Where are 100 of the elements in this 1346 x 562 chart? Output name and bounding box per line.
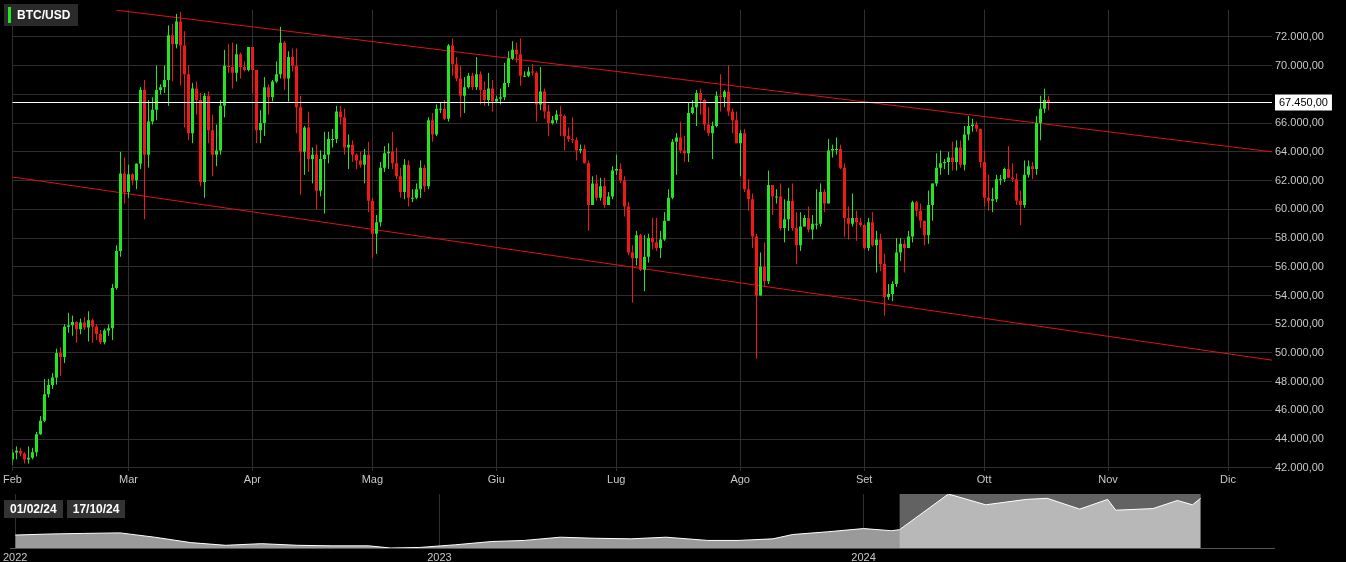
candlestick [987,174,990,212]
candlestick [419,159,422,199]
candlestick [875,230,878,274]
candlestick [683,135,686,163]
y-tick-label: 42.000,00 [1275,460,1324,473]
candlestick [287,50,290,103]
y-tick-label: 66.000,00 [1275,116,1324,129]
candlestick [239,52,242,80]
y-tick-label: 48.000,00 [1275,374,1324,387]
x-tick-label: Lug [607,473,626,486]
candlestick [519,37,522,87]
candlestick [395,147,398,180]
candlestick [739,129,742,177]
candlestick [391,131,394,170]
x-tick-label: Feb [2,473,22,486]
candlestick [351,139,354,163]
candlestick [455,56,458,82]
candlestick [503,62,506,101]
candlestick [347,134,350,170]
candlestick [651,217,654,251]
candlestick [763,241,766,288]
candlestick [75,320,78,344]
candlestick [655,217,658,252]
candlestick [747,178,750,212]
candlestick [707,106,710,137]
candlestick [323,131,326,215]
candlestick [823,188,826,213]
annotation: 01/02/24 [4,500,63,518]
candlestick [795,211,798,265]
candlestick [235,43,238,82]
candlestick [215,124,218,167]
candlestick [487,72,490,107]
candlestick [939,149,942,176]
y-tick-label: 46.000,00 [1275,403,1324,416]
x-tick-label: 2024 [851,550,876,562]
candlestick [67,312,70,334]
candlestick [575,136,578,161]
candlestick [35,431,38,457]
candlestick [479,70,482,105]
candlestick [47,378,50,399]
candlestick [135,162,138,190]
candlestick [163,65,166,94]
candlestick [647,233,650,263]
y-tick-label: 52.000,00 [1275,317,1324,330]
x-tick-label: Ago [730,473,750,486]
candlestick [899,237,902,262]
candlestick [515,42,518,64]
candlestick [411,188,414,203]
candlestick [547,103,550,137]
candlestick [959,139,962,169]
candlestick [923,220,926,246]
y-tick-label: 58.000,00 [1275,231,1324,244]
candlestick [863,223,866,251]
candlestick [995,174,998,203]
candlestick [1019,190,1022,226]
annotation: 17/10/24 [66,500,126,518]
candlestick [1043,88,1046,114]
y-tick-label: 50.000,00 [1275,346,1324,359]
candlestick [935,152,938,187]
candlestick [807,205,810,233]
candlestick [259,109,262,144]
candlestick [383,145,386,173]
candlestick [559,105,562,137]
candlestick [251,46,254,94]
candlestick [123,157,126,205]
candlestick [431,112,434,143]
candlestick [727,65,730,117]
candlestick [775,188,778,205]
x-tick-label: Dic [1220,473,1237,486]
y-tick-label: 44.000,00 [1275,432,1324,445]
candlestick [599,177,602,202]
y-tick-label: 72.000,00 [1275,29,1324,42]
candlestick [847,205,850,240]
x-tick-label: 2023 [427,550,452,562]
candlestick [595,174,598,202]
candlestick [151,96,154,126]
candlestick [919,203,922,229]
x-tick-label: Nov [1098,473,1119,486]
candlestick [991,187,994,213]
candlestick [91,318,94,344]
candlestick [951,141,954,172]
candlestick [543,88,546,120]
candlestick [619,162,622,184]
candlestick [363,148,366,184]
candlestick [851,193,854,228]
candlestick [563,113,566,151]
y-tick-label: 62.000,00 [1275,173,1324,186]
candlestick [271,79,274,103]
candlestick [787,187,790,232]
candlestick [1015,172,1018,206]
candlestick [667,188,670,222]
candlestick [1007,145,1010,179]
candlestick [443,99,446,121]
candlestick [663,211,666,242]
candlestick [459,65,462,118]
candlestick [275,60,278,84]
candlestick [799,211,802,252]
candlestick [291,47,294,72]
y-tick-label: 64.000,00 [1275,144,1324,157]
x-tick-label: Apr [243,473,262,486]
